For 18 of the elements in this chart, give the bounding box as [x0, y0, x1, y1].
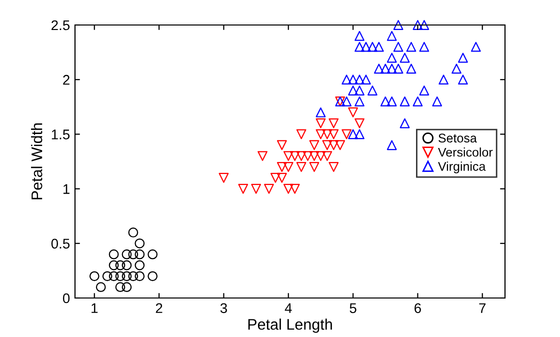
x-tick-label: 4: [284, 303, 292, 313]
x-axis-title: Petal Length: [248, 318, 332, 333]
x-tick-label: 6: [414, 303, 421, 314]
y-tick-label: 0: [62, 293, 70, 304]
x-tick-label: 1: [92, 303, 98, 313]
legend-label: Versicolor: [438, 147, 493, 157]
y-tick-label: 0.5: [51, 238, 70, 249]
y-tick-label: 1.5: [52, 130, 70, 140]
x-tick-label: 3: [220, 303, 227, 314]
x-tick-label: 5: [350, 303, 356, 314]
legend-label: Setosa: [438, 134, 477, 143]
y-tick-label: 1: [63, 184, 70, 194]
x-tick-label: 2: [156, 303, 162, 313]
legend-label: Virginica: [438, 162, 486, 174]
y-tick-label: 2: [63, 74, 70, 85]
x-tick-label: 7: [479, 303, 486, 313]
y-axis-title: Petal Width: [31, 123, 42, 200]
y-tick-label: 2.5: [52, 20, 70, 30]
